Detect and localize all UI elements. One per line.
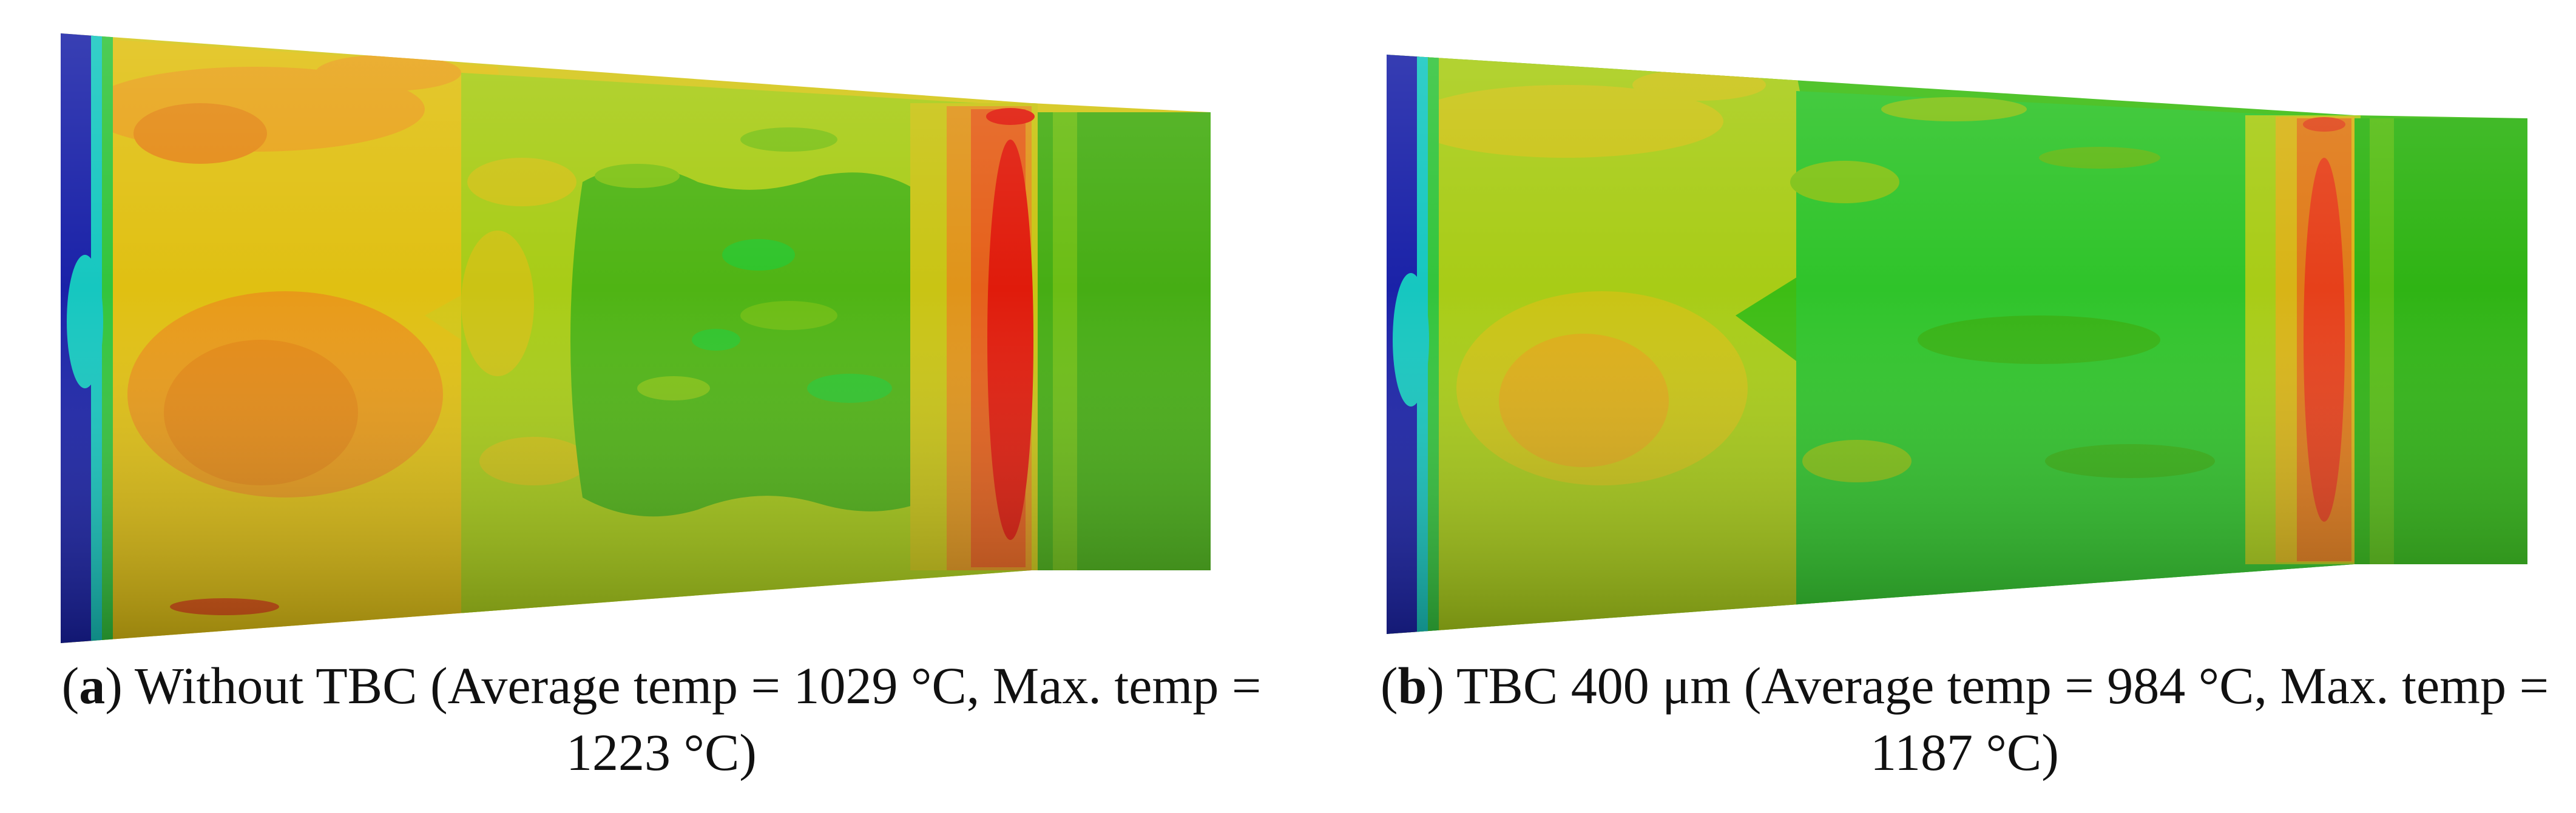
caption-b-text: TBC 400 μm (Average temp = 984 °C, Max. … (1456, 656, 2549, 715)
caption-b: (b) TBC 400 μm (Average temp = 984 °C, M… (1353, 652, 2576, 786)
panel-a-without-tbc: (a) Without TBC (Average temp = 1029 °C,… (0, 0, 1286, 813)
caption-b-line2: 1187 °C) (1870, 723, 2059, 781)
caption-a-line2: 1223 °C) (566, 723, 757, 781)
temperature-contour-a (61, 33, 1211, 643)
caption-a: (a) Without TBC (Average temp = 1029 °C,… (49, 652, 1274, 786)
panel-b-label: b (1398, 656, 1427, 715)
panel-b-tbc-400: (b) TBC 400 μm (Average temp = 984 °C, M… (1311, 0, 2576, 813)
caption-a-text: Without TBC (Average temp = 1029 °C, Max… (134, 656, 1262, 715)
temperature-contour-b (1387, 55, 2527, 634)
panel-a-label: a (79, 656, 106, 715)
caption-b-line1: (b) TBC 400 μm (Average temp = 984 °C, M… (1380, 656, 2549, 715)
caption-a-line1: (a) Without TBC (Average temp = 1029 °C,… (61, 656, 1262, 715)
